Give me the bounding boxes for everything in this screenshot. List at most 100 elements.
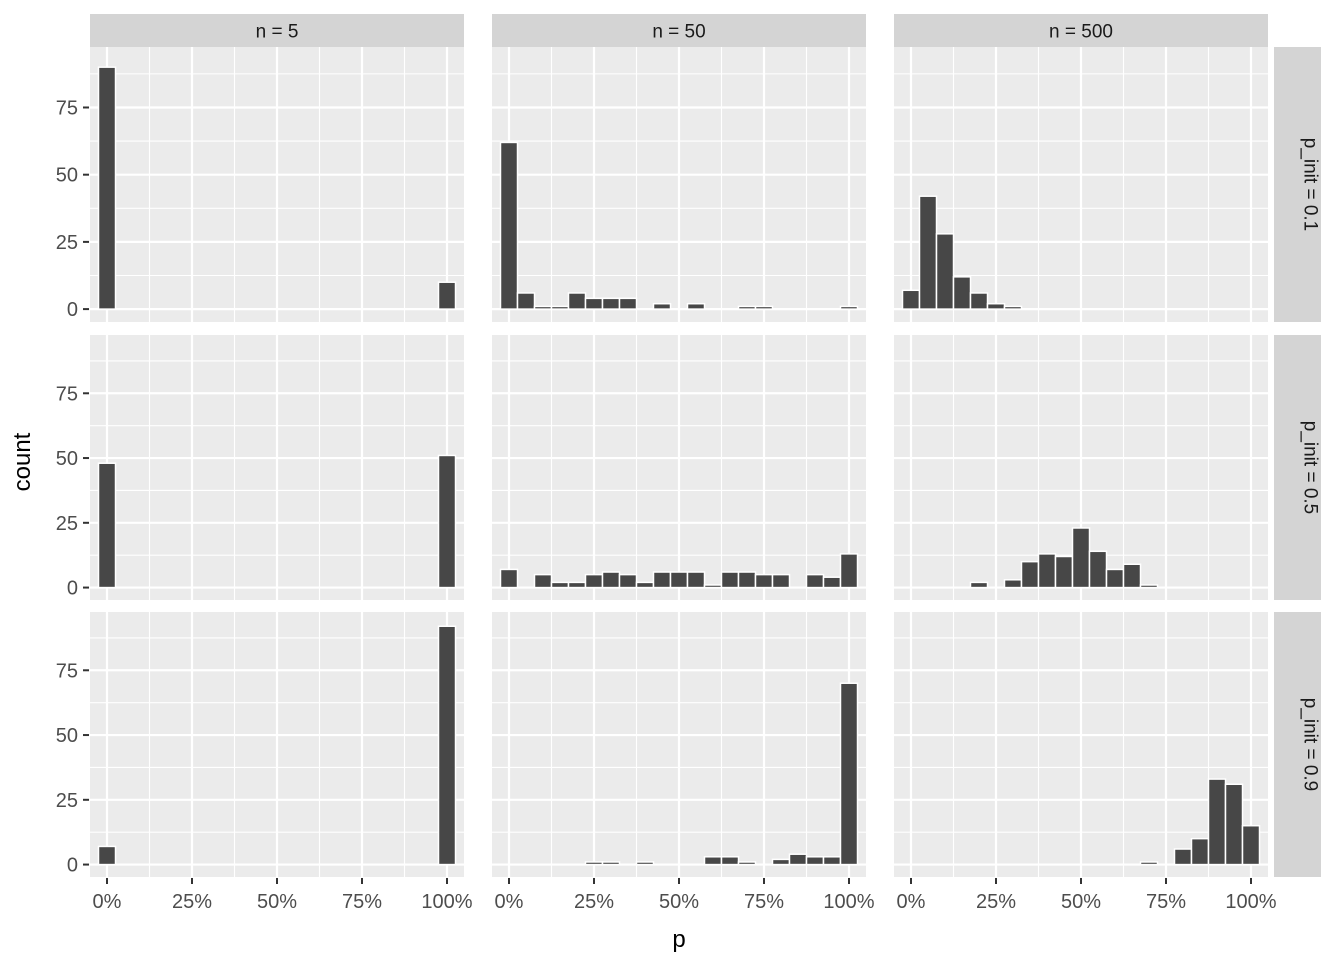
histogram-bar <box>918 195 938 310</box>
y-axis-tick-label: 50 <box>56 448 78 470</box>
histogram-bar <box>737 571 757 589</box>
facet-strip-col-label-0: n = 5 <box>256 22 299 43</box>
x-axis-tick-label: 100% <box>823 891 874 913</box>
histogram-bar <box>986 302 1006 310</box>
y-axis-tick-label: 50 <box>56 725 78 747</box>
x-axis-tick-label: 25% <box>976 891 1016 913</box>
panel-r0-c2 <box>894 47 1268 322</box>
histogram-bar <box>1139 861 1159 866</box>
histogram-bar <box>1037 553 1057 589</box>
x-axis-title: p <box>672 926 685 953</box>
chart-body: n = 5 n = 50 n = 500 p_init = 0.1 p_init = 0… <box>56 14 1321 913</box>
y-axis-tick-label: 75 <box>56 97 78 119</box>
y-axis-tick-label: 50 <box>56 165 78 187</box>
histogram-bar <box>969 292 989 310</box>
histogram-bar <box>499 568 519 589</box>
histogram-bar <box>1224 783 1244 866</box>
histogram-bar <box>437 454 457 589</box>
histogram-bar <box>771 858 791 866</box>
histogram-bar <box>635 861 655 866</box>
histogram-bar <box>584 861 604 866</box>
histogram-bar <box>969 581 989 589</box>
x-axis-tick-label: 75% <box>1146 891 1186 913</box>
y-axis-title: count <box>9 432 36 491</box>
histogram-bar <box>516 292 536 310</box>
facet-strip-col-2 <box>894 14 1268 47</box>
histogram-bar <box>97 462 117 589</box>
histogram-bar <box>618 573 638 589</box>
y-axis-tick-label: 75 <box>56 383 78 405</box>
panel-r2-c1 <box>492 612 866 877</box>
facet-strip-col-0 <box>90 14 464 47</box>
histogram-bar <box>652 571 672 589</box>
y-axis-tick-label: 75 <box>56 660 78 682</box>
histogram-bar <box>1054 555 1074 589</box>
y-axis-tick-label: 0 <box>67 299 78 321</box>
panel-r0-c1 <box>492 47 866 322</box>
histogram-bar <box>1139 584 1159 589</box>
histogram-bar <box>618 297 638 310</box>
histogram-bar <box>822 576 842 589</box>
facet-strip-row-0 <box>1274 47 1321 322</box>
histogram-bar <box>805 573 825 589</box>
histogram-bar <box>1207 778 1227 866</box>
histogram-bar <box>499 141 519 310</box>
histogram-bar <box>601 297 621 310</box>
histogram-bar <box>788 853 808 866</box>
histogram-bar <box>669 571 689 589</box>
histogram-bar <box>550 305 570 310</box>
histogram-bar <box>437 281 457 310</box>
facet-strip-row-1 <box>1274 335 1321 600</box>
histogram-bar <box>952 276 972 310</box>
histogram-bar <box>584 573 604 589</box>
histogram-bar <box>737 861 757 866</box>
histogram-bar <box>703 584 723 589</box>
x-axis-tick-label: 100% <box>1225 891 1276 913</box>
panel-r1-c0 <box>90 335 464 600</box>
x-axis-tick-label: 0% <box>897 891 926 913</box>
panel-r1-c1 <box>492 335 866 600</box>
histogram-bar <box>601 861 621 866</box>
facet-strip-row-label-0: p_init = 0.1 <box>1300 138 1321 232</box>
panel-r1-c2 <box>894 335 1268 600</box>
y-axis-tick-label: 25 <box>56 790 78 812</box>
histogram-bar <box>652 302 672 310</box>
x-axis-tick-label: 100% <box>421 891 472 913</box>
histogram-bar <box>567 292 587 310</box>
histogram-bar <box>584 297 604 310</box>
histogram-bar <box>1020 560 1040 589</box>
histogram-bar <box>720 571 740 589</box>
histogram-bar <box>737 305 757 310</box>
facet-strip-row-label-2: p_init = 0.9 <box>1300 698 1321 792</box>
histogram-bar <box>1122 563 1142 589</box>
histogram-bar <box>550 581 570 589</box>
histogram-bar <box>567 581 587 589</box>
histogram-bar <box>720 856 740 866</box>
histogram-bar <box>935 233 955 310</box>
x-axis-tick-label: 50% <box>1061 891 1101 913</box>
y-axis-tick-label: 0 <box>67 578 78 600</box>
histogram-bar <box>1241 824 1261 866</box>
histogram-bar <box>1003 305 1023 310</box>
histogram-bar <box>901 289 921 310</box>
x-axis-tick-label: 25% <box>172 891 212 913</box>
histogram-bar <box>771 573 791 589</box>
histogram-bar <box>1003 579 1023 589</box>
histogram-bar <box>822 856 842 866</box>
histogram-bar <box>754 573 774 589</box>
histogram-bar <box>686 302 706 310</box>
facet-strip-row-2 <box>1274 612 1321 877</box>
histogram-bar <box>686 571 706 589</box>
histogram-bar <box>839 553 859 589</box>
x-axis-tick-label: 75% <box>744 891 784 913</box>
panel-r0-c0 <box>90 47 464 322</box>
x-axis-tick-label: 0% <box>93 891 122 913</box>
histogram-bar <box>1190 837 1210 866</box>
x-axis-tick-label: 25% <box>574 891 614 913</box>
histogram-bar <box>437 625 457 866</box>
histogram-bar <box>97 66 117 310</box>
panel-r2-c0 <box>90 612 464 877</box>
histogram-bar <box>1173 848 1193 866</box>
